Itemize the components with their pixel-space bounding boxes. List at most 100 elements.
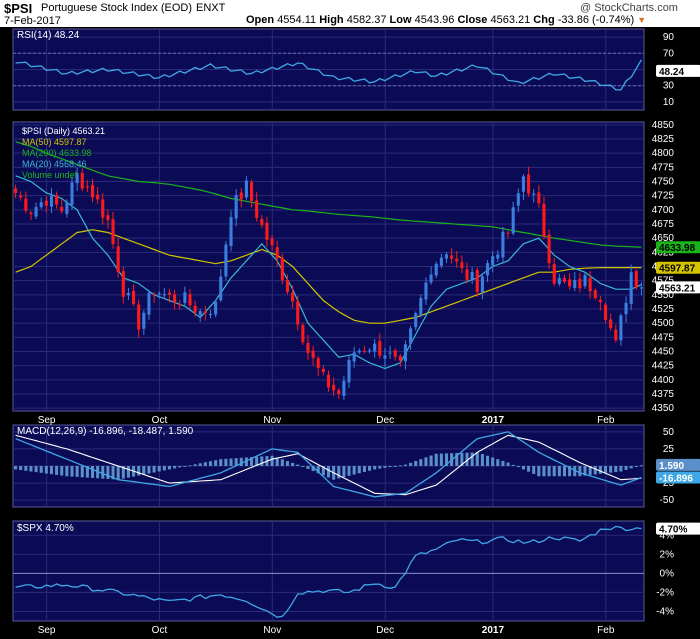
x-axis-label: Nov bbox=[263, 625, 281, 636]
macd-histogram-bar bbox=[14, 466, 18, 470]
x-axis-label: 2017 bbox=[482, 415, 505, 426]
macd-panel-tick-label: 50 bbox=[663, 427, 675, 438]
price-candle-body bbox=[19, 195, 23, 198]
x-axis-label: Dec bbox=[376, 625, 394, 636]
macd-value-tag: -16.896 bbox=[659, 474, 693, 485]
macd-histogram-bar bbox=[557, 466, 561, 477]
macd-histogram-bar bbox=[368, 466, 372, 471]
price-candle-body bbox=[614, 329, 618, 341]
macd-histogram-bar bbox=[111, 466, 115, 480]
macd-histogram-bar bbox=[19, 466, 23, 471]
price-candle-body bbox=[70, 182, 74, 205]
price-candle-body bbox=[573, 280, 577, 288]
macd-histogram-bar bbox=[434, 453, 438, 466]
macd-histogram-bar bbox=[639, 465, 643, 467]
macd-histogram-bar bbox=[578, 466, 582, 477]
macd-histogram-bar bbox=[501, 460, 505, 466]
macd-histogram-bar bbox=[619, 466, 623, 472]
price-candle-body bbox=[409, 328, 413, 344]
macd-histogram-bar bbox=[70, 466, 74, 477]
macd-histogram-bar bbox=[403, 464, 407, 466]
price-candle-body bbox=[173, 294, 177, 303]
macd-histogram-bar bbox=[593, 466, 597, 475]
close-label: Close bbox=[457, 14, 488, 26]
header-strip bbox=[0, 0, 700, 27]
rsi-last-value-tag: 48.24 bbox=[659, 67, 684, 78]
rsi-line bbox=[15, 59, 642, 91]
price-candle-body bbox=[234, 195, 238, 219]
ma200-value-tag: 4633.98 bbox=[659, 243, 696, 254]
macd-histogram-bar bbox=[239, 457, 243, 466]
price-candle-body bbox=[316, 358, 320, 368]
price-candle-body bbox=[532, 193, 536, 195]
price-candle-body bbox=[250, 182, 254, 201]
price-panel-tick-label: 4675 bbox=[652, 219, 675, 230]
x-axis-label: Oct bbox=[152, 625, 168, 636]
price-candle-body bbox=[198, 311, 202, 316]
macd-histogram-bar bbox=[547, 466, 551, 477]
ohlc-readout: Open 4554.11 High 4582.37 Low 4543.96 Cl… bbox=[246, 14, 646, 26]
macd-histogram-bar bbox=[491, 457, 495, 466]
price-legend-main: $PSI (Daily) 4563.21 bbox=[22, 126, 105, 136]
macd-histogram-bar bbox=[511, 464, 515, 466]
price-candle-body bbox=[634, 271, 638, 288]
price-candle-body bbox=[101, 199, 105, 218]
macd-histogram-bar bbox=[55, 466, 59, 475]
macd-histogram-bar bbox=[393, 466, 397, 467]
macd-histogram-bar bbox=[90, 466, 95, 478]
high-value: 4582.37 bbox=[346, 14, 387, 26]
macd-histogram-bar bbox=[527, 466, 531, 472]
macd-histogram-bar bbox=[316, 466, 320, 474]
price-candle-body bbox=[537, 192, 541, 204]
price-candle-body bbox=[162, 293, 166, 296]
price-legend-ma20: MA(20) 4568.46 bbox=[22, 159, 87, 169]
macd-histogram-bar bbox=[568, 466, 572, 477]
price-candle-body bbox=[121, 271, 125, 297]
macd-histogram-bar bbox=[634, 466, 638, 467]
macd-histogram-bar bbox=[588, 466, 592, 476]
price-panel-tick-label: 4725 bbox=[652, 191, 675, 202]
macd-histogram-bar bbox=[362, 466, 366, 472]
price-candle-body bbox=[629, 272, 633, 304]
x-axis-label: Feb bbox=[597, 625, 615, 636]
down-triangle-icon: ▼ bbox=[637, 15, 647, 25]
price-candle-body bbox=[429, 274, 433, 283]
macd-histogram-bar bbox=[296, 464, 300, 466]
price-candle-body bbox=[111, 219, 115, 245]
macd-histogram-bar bbox=[552, 466, 556, 477]
price-candle-body bbox=[311, 350, 315, 358]
x-axis-label: Sep bbox=[38, 625, 56, 636]
price-candle-body bbox=[491, 256, 495, 266]
price-candle-body bbox=[337, 390, 341, 395]
price-candle-body bbox=[60, 206, 64, 212]
price-candle-body bbox=[80, 172, 84, 189]
macd-histogram-bar bbox=[106, 466, 110, 479]
symbol: $PSI bbox=[4, 1, 33, 16]
spx-panel-tick-label: -2% bbox=[656, 587, 674, 598]
high-label: High bbox=[319, 14, 344, 26]
macd-histogram-bar bbox=[388, 466, 392, 468]
price-panel-tick-label: 4850 bbox=[652, 120, 675, 131]
price-candle-body bbox=[75, 173, 79, 184]
macd-histogram-bar bbox=[116, 466, 120, 480]
price-candle-body bbox=[557, 278, 561, 285]
macd-histogram-bar bbox=[373, 466, 377, 470]
ma50-line bbox=[15, 229, 642, 324]
price-candle-body bbox=[368, 350, 372, 352]
macd-histogram-bar bbox=[234, 458, 238, 466]
price-candle-body bbox=[157, 293, 161, 295]
spx-panel-tick-label: 0% bbox=[660, 568, 675, 579]
price-candle-body bbox=[65, 202, 69, 214]
macd-histogram-bar bbox=[378, 466, 382, 469]
price-candle-body bbox=[603, 304, 608, 320]
macd-histogram-bar bbox=[444, 453, 449, 466]
macd-histogram-bar bbox=[208, 461, 213, 466]
close-value-tag: 4563.21 bbox=[659, 283, 696, 294]
price-candle-body bbox=[44, 200, 48, 206]
macd-histogram-bar bbox=[496, 459, 500, 466]
macd-histogram-bar bbox=[229, 458, 233, 466]
price-candle-body bbox=[178, 304, 182, 306]
price-candle-body bbox=[34, 207, 38, 217]
macd-histogram-bar bbox=[516, 466, 520, 468]
